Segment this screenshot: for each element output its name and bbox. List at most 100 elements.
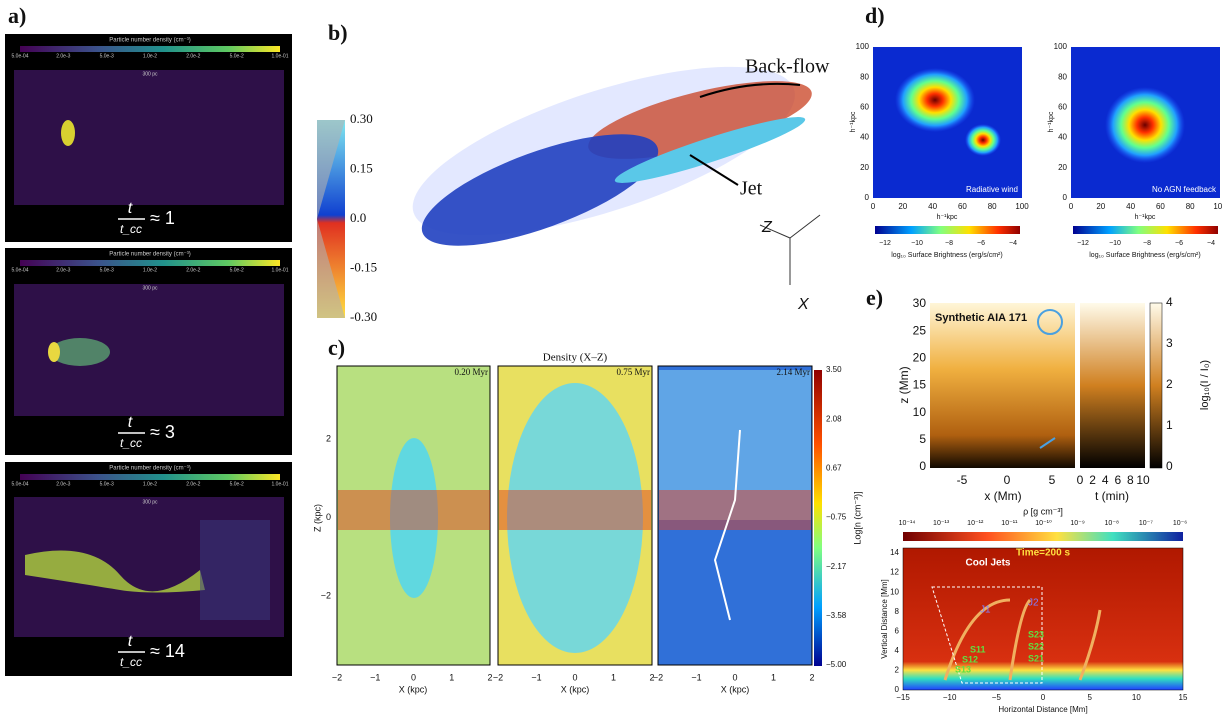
x-tick-label: 100 [1213,202,1222,211]
annotation: S23 [1028,629,1044,639]
panel-label: a) [8,3,26,28]
emission [1105,87,1185,163]
colorbar-label: log₁₀ Surface Brightness (erg/s/cm²) [891,252,1002,259]
panel-d: d) Radiative wind No AGN feedback h⁻¹kpc… [850,3,1220,259]
annotation: S13 [955,664,971,674]
colorbar-tick-label: 0.15 [350,160,373,175]
colorbar-tick-label: −3.58 [826,611,847,620]
scale-label: 300 pc [142,71,158,77]
colorbar-tick-label: 5.0e-04 [12,267,29,273]
annotation: Jet [740,178,763,200]
colorbar-tick-label: −2.17 [826,562,847,571]
x-axis-label: X (kpc) [721,684,750,694]
y-tick-label: 100 [1054,42,1068,51]
plot-title: Synthetic AIA 171 [935,312,1027,324]
x-axis-label: h⁻¹kpc [1135,214,1156,221]
time-value: ≈ 14 [150,641,185,661]
y-tick-label: 0 [865,193,870,202]
colorbar-tick-label: −0.75 [826,513,847,522]
y-tick-label: 14 [890,548,899,557]
colorbar-title: Particle number density (cm⁻³) [109,38,191,44]
x-tick-label: 5 [1049,473,1056,487]
y-axis-label: h⁻¹kpc [850,111,857,132]
y-tick-label: 0 [1063,193,1068,202]
y-tick-label: 60 [860,103,869,112]
x-axis-label: X (kpc) [399,684,428,694]
y-tick-label: 20 [913,351,927,365]
colorbar-tick-label: 1.0e-01 [272,53,289,59]
colorbar-label: ρ [g cm⁻³] [1023,506,1063,516]
colorbar-tick-label: 5.0e-2 [230,481,244,487]
y-axis-label: Z (kpc) [312,504,322,532]
x-axis-label: t (min) [1095,489,1129,503]
colorbar-tick-label: −6 [1175,240,1183,247]
x-tick-label: −15 [896,693,910,702]
x-axis-label: x (Mm) [984,489,1021,503]
scale-label: 300 pc [142,499,158,505]
cloud [200,520,270,620]
colorbar-tick-label: 10⁻¹¹ [1001,520,1018,527]
y-tick-label: 15 [913,378,927,392]
colorbar [20,474,280,480]
x-axis-label: Horizontal Distance [Mm] [998,705,1087,714]
y-tick-label: 6 [895,626,900,635]
time-label: 0.20 Myr [455,367,489,377]
panel-b: b) Back-flow Jet Z X [317,20,830,318]
y-tick-label: 8 [895,607,900,616]
colorbar [20,46,280,52]
x-tick-label: 60 [958,202,967,211]
colorbar-tick-label: 3 [1166,336,1173,350]
colorbar-tick-label: 5.0e-3 [100,481,114,487]
colorbar-tick-label: −10 [911,240,923,247]
colorbar-tick-label: 2 [1166,377,1173,391]
x-tick-label: −2 [332,672,342,682]
x-tick-label: 0 [732,672,737,682]
colorbar-label: Log[n (cm⁻³)] [852,491,862,544]
x-tick-label: 40 [928,202,937,211]
time-num: t [128,414,133,431]
colorbar [875,226,1020,234]
y-axis-label: Vertical Distance [Mm] [880,579,889,659]
colorbar-tick-label: 0.0 [350,210,366,225]
intensity-map [930,303,1075,468]
time-num: t [128,200,133,217]
chart-title: Density (X–Z) [543,352,608,364]
cloud [50,338,110,366]
colorbar-tick-label: 0.30 [350,111,373,126]
y-axis-label: h⁻¹kpc [1048,111,1055,132]
x-tick-label: 20 [1096,202,1105,211]
x-tick-label: 8 [1127,473,1134,487]
colorbar [814,370,822,666]
x-tick-label: 5 [1087,693,1092,702]
time-label: 2.14 Myr [777,367,811,377]
x-tick-label: −1 [370,672,380,682]
colorbar-tick-label: 1.0e-01 [272,267,289,273]
x-tick-label: 0 [572,672,577,682]
colorbar-tick-label: −10 [1109,240,1121,247]
x-tick-label: 0 [1041,693,1046,702]
jets [943,598,1102,681]
jet-core [614,117,806,183]
cloud [48,342,60,362]
panel-e: e) Synthetic AIA 171 z (Mm) x (Mm) t (mi… [866,285,1211,714]
panel-c: c) Density (X–Z) 0.20 Myr 0.75 Myr 2.14 … [312,335,862,694]
annotation: J2 [1028,598,1039,609]
colorbar-tick-label: −12 [1077,240,1089,247]
y-tick-label: 20 [860,163,869,172]
colorbar-tick-label: 2.0e-2 [186,267,200,273]
colorbar-tick-label: 10⁻¹⁰ [1035,519,1052,527]
colorbar-tick-label: 5.0e-3 [100,267,114,273]
colorbar [1149,302,1163,469]
colorbar [1073,226,1218,234]
colorbar-tick-label: 0 [1166,459,1173,473]
colorbar-tick-label: 2.0e-2 [186,53,200,59]
colorbar [20,260,280,266]
colorbar-tick-label: 10⁻¹⁴ [899,520,916,527]
colorbar-tick-label: 2.0e-3 [56,481,70,487]
x-tick-label: 1 [611,672,616,682]
time-label: 0.75 Myr [617,367,651,377]
annotation: S22 [1028,641,1044,651]
y-tick-label: 60 [1058,103,1067,112]
x-tick-label: 0 [1077,473,1084,487]
